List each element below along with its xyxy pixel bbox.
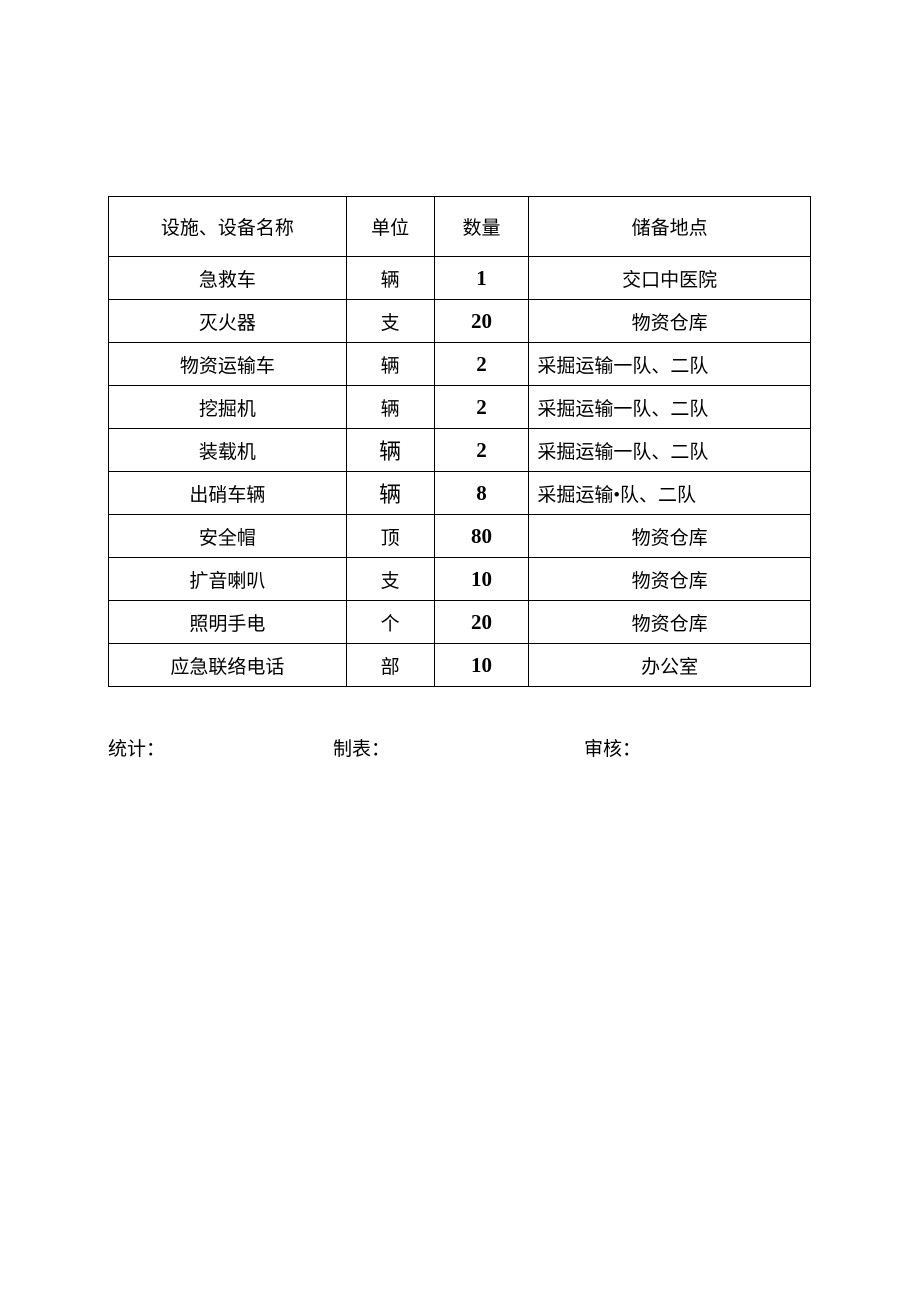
cell-unit: 辆 (346, 472, 434, 515)
cell-unit: 支 (346, 558, 434, 601)
cell-location: 物资仓库 (529, 515, 811, 558)
table-row: 挖掘机 辆 2 采掘运输一队、二队 (109, 386, 811, 429)
header-name: 设施、设备名称 (109, 197, 347, 257)
equipment-table: 设施、设备名称 单位 数量 储备地点 急救车 辆 1 交口中医院 灭火器 支 2… (108, 196, 811, 687)
review-label: 审核： (584, 734, 641, 761)
cell-unit: 辆 (346, 257, 434, 300)
cell-unit: 支 (346, 300, 434, 343)
cell-qty: 80 (434, 515, 529, 558)
cell-location: 采掘运输•队、二队 (529, 472, 811, 515)
cell-location: 采掘运输一队、二队 (529, 429, 811, 472)
cell-name: 安全帽 (109, 515, 347, 558)
cell-name: 装载机 (109, 429, 347, 472)
cell-unit: 辆 (346, 386, 434, 429)
cell-name: 灭火器 (109, 300, 347, 343)
header-unit: 单位 (346, 197, 434, 257)
header-location: 储备地点 (529, 197, 811, 257)
table-row: 物资运输车 辆 2 采掘运输一队、二队 (109, 343, 811, 386)
signature-row: 统计： 制表： 审核： (108, 734, 811, 761)
cell-qty: 1 (434, 257, 529, 300)
table-row: 急救车 辆 1 交口中医院 (109, 257, 811, 300)
table-row: 扩音喇叭 支 10 物资仓库 (109, 558, 811, 601)
cell-location: 交口中医院 (529, 257, 811, 300)
cell-unit: 辆 (346, 343, 434, 386)
table-row: 应急联络电话 部 10 办公室 (109, 644, 811, 687)
cell-name: 急救车 (109, 257, 347, 300)
table-row: 灭火器 支 20 物资仓库 (109, 300, 811, 343)
cell-location: 办公室 (529, 644, 811, 687)
cell-qty: 10 (434, 644, 529, 687)
cell-qty: 20 (434, 300, 529, 343)
cell-location: 采掘运输一队、二队 (529, 343, 811, 386)
prep-label: 制表： (333, 734, 390, 761)
cell-name: 应急联络电话 (109, 644, 347, 687)
cell-name: 物资运输车 (109, 343, 347, 386)
cell-name: 照明手电 (109, 601, 347, 644)
cell-unit: 顶 (346, 515, 434, 558)
cell-unit: 部 (346, 644, 434, 687)
cell-qty: 10 (434, 558, 529, 601)
equipment-table-container: 设施、设备名称 单位 数量 储备地点 急救车 辆 1 交口中医院 灭火器 支 2… (108, 196, 811, 687)
table-row: 出硝车辆 辆 8 采掘运输•队、二队 (109, 472, 811, 515)
table-body: 急救车 辆 1 交口中医院 灭火器 支 20 物资仓库 物资运输车 辆 2 采掘… (109, 257, 811, 687)
cell-unit: 个 (346, 601, 434, 644)
header-qty: 数量 (434, 197, 529, 257)
table-row: 照明手电 个 20 物资仓库 (109, 601, 811, 644)
cell-location: 采掘运输一队、二队 (529, 386, 811, 429)
cell-location: 物资仓库 (529, 558, 811, 601)
table-row: 安全帽 顶 80 物资仓库 (109, 515, 811, 558)
table-row: 装载机 辆 2 采掘运输一队、二队 (109, 429, 811, 472)
cell-qty: 20 (434, 601, 529, 644)
cell-qty: 2 (434, 429, 529, 472)
stat-label: 统计： (108, 734, 165, 761)
cell-name: 出硝车辆 (109, 472, 347, 515)
cell-qty: 2 (434, 386, 529, 429)
cell-unit: 辆 (346, 429, 434, 472)
cell-location: 物资仓库 (529, 601, 811, 644)
cell-name: 扩音喇叭 (109, 558, 347, 601)
cell-location: 物资仓库 (529, 300, 811, 343)
cell-qty: 2 (434, 343, 529, 386)
table-header-row: 设施、设备名称 单位 数量 储备地点 (109, 197, 811, 257)
cell-name: 挖掘机 (109, 386, 347, 429)
cell-qty: 8 (434, 472, 529, 515)
